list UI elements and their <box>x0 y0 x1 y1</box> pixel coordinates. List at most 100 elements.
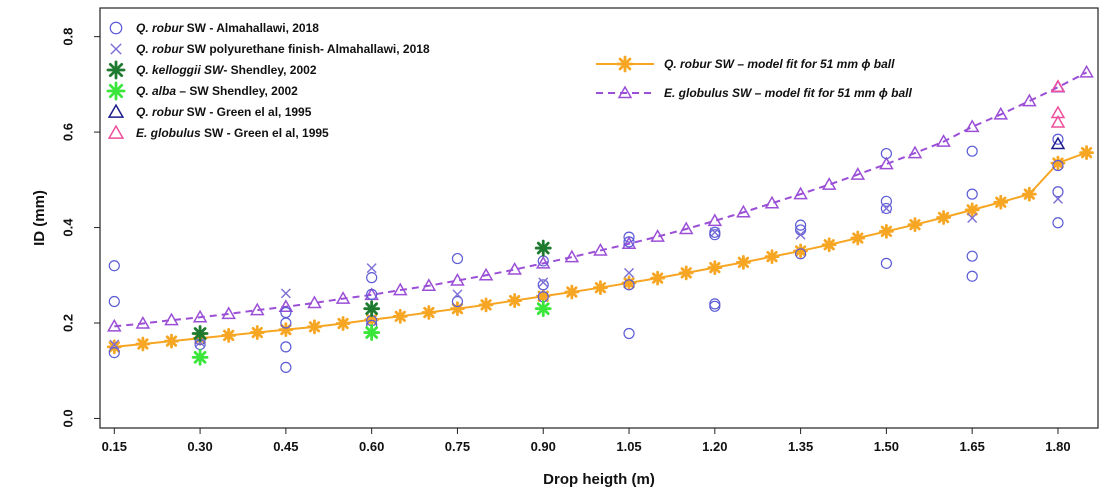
model-fit-point <box>221 306 236 320</box>
model-fit-point-stroke <box>680 267 692 279</box>
model-fit-point <box>593 280 608 296</box>
model-fit-point <box>164 333 179 349</box>
series-4 <box>1050 136 1066 150</box>
y-tick-label: 0.2 <box>61 314 76 332</box>
model-fit-point <box>764 249 780 265</box>
model-fit-point <box>392 308 408 324</box>
model-fit-point <box>993 106 1009 120</box>
legend-marker-stroke <box>110 43 122 55</box>
model-fit-point-stroke <box>651 272 664 284</box>
model-fit-point <box>421 278 437 292</box>
model-fit-point-stroke <box>1080 146 1093 159</box>
data-point <box>108 260 120 272</box>
data-point <box>966 270 978 282</box>
model-fit-point-stroke <box>766 251 778 263</box>
model-fit-point <box>678 265 694 281</box>
x-tick-label: 1.35 <box>788 439 813 454</box>
legend-marker <box>107 103 125 118</box>
data-point <box>366 288 378 300</box>
legend-entry: Q. alba – SW Shendley, 2002 <box>106 81 298 101</box>
data-point <box>624 267 635 278</box>
model-fit-point <box>821 237 837 253</box>
data-point-stroke <box>538 277 549 288</box>
data-point <box>623 231 635 243</box>
legend-entry: Q. kelloggii SW- Shendley, 2002 <box>106 60 317 80</box>
data-point <box>452 289 463 300</box>
data-point <box>795 248 807 260</box>
legend-label-rest: SW - Green el al, 1995 <box>183 105 311 119</box>
data-point <box>709 300 721 312</box>
model-fit-point <box>135 315 151 329</box>
plot-frame <box>99 7 1099 429</box>
model-fit-point-stroke <box>223 329 235 342</box>
model-fit-point <box>964 119 980 133</box>
model-fit-point-stroke <box>794 245 807 257</box>
x-tick-label: 0.15 <box>102 439 127 454</box>
series-0 <box>108 133 1064 373</box>
model-fit-point <box>964 202 980 218</box>
model-fit-point-stroke <box>337 317 349 330</box>
model-fit-point-stroke <box>852 232 864 244</box>
data-point <box>880 147 892 160</box>
model-fit-point <box>707 213 723 227</box>
model-fit-point-stroke <box>165 335 178 347</box>
model-fit-point <box>106 339 122 355</box>
model-fit-point <box>736 254 751 270</box>
legend-label: Q. robur SW - Green el al, 1995 <box>136 105 312 119</box>
data-point <box>880 195 892 207</box>
model-fit-point <box>507 262 522 275</box>
model-fit-point <box>1079 145 1094 161</box>
model-fit-point <box>678 221 694 235</box>
model-fit-point <box>249 302 265 316</box>
data-point <box>966 145 978 157</box>
legend-entry: Q. robur SW polyurethane finish- Almahal… <box>110 42 430 56</box>
legend-marker <box>106 60 126 80</box>
data-point-stroke <box>366 263 377 274</box>
model-fit-point <box>450 273 465 286</box>
data-point <box>709 229 721 241</box>
data-point <box>280 361 292 373</box>
legend-label-rest: SW polyurethane finish- Almahallawi, 201… <box>183 42 430 56</box>
model-fit-point <box>850 230 866 246</box>
y-tick-label: 0.4 <box>61 218 76 237</box>
model-fit-point-stroke <box>480 299 492 311</box>
data-point-stroke <box>193 351 207 364</box>
data-point <box>534 300 552 318</box>
series-5 <box>1050 79 1066 128</box>
model-fit-point <box>421 305 437 320</box>
data-point-stroke <box>1052 193 1063 204</box>
data-point-stroke <box>709 227 720 238</box>
y-tick-label: 0.6 <box>61 123 76 141</box>
model-fit-point <box>879 156 894 170</box>
x-tick-label: 1.20 <box>702 439 727 454</box>
y-tick-label: 0.8 <box>61 28 76 46</box>
model-fit-point <box>764 195 780 209</box>
legend-marker <box>109 21 123 35</box>
legend-marker-stroke <box>108 62 124 78</box>
model-fit-point-stroke <box>594 282 607 294</box>
data-point <box>709 298 721 310</box>
model-fit-point <box>307 295 322 309</box>
x-tick-label: 1.65 <box>960 439 985 454</box>
model-fit-point <box>907 217 923 233</box>
data-point <box>709 227 720 238</box>
model-fit-point <box>478 267 494 281</box>
data-point-stroke <box>452 289 463 300</box>
data-point-stroke <box>365 302 379 316</box>
data-point <box>1052 133 1064 145</box>
model-fit-point-stroke <box>394 310 406 322</box>
data-point-stroke <box>109 339 120 350</box>
model-fit-point <box>936 210 951 225</box>
data-point <box>795 229 806 240</box>
model-fit-point-stroke <box>709 261 721 274</box>
model-fit-point-stroke <box>937 211 950 224</box>
model-fit-point <box>535 288 551 304</box>
model-fit-point <box>249 325 265 340</box>
model-fit-point <box>907 145 923 159</box>
data-point <box>1050 136 1066 150</box>
data-point <box>623 279 635 291</box>
data-point <box>363 300 381 318</box>
x-tick-label: 0.45 <box>273 439 298 454</box>
legend-marker-stroke <box>108 83 124 99</box>
